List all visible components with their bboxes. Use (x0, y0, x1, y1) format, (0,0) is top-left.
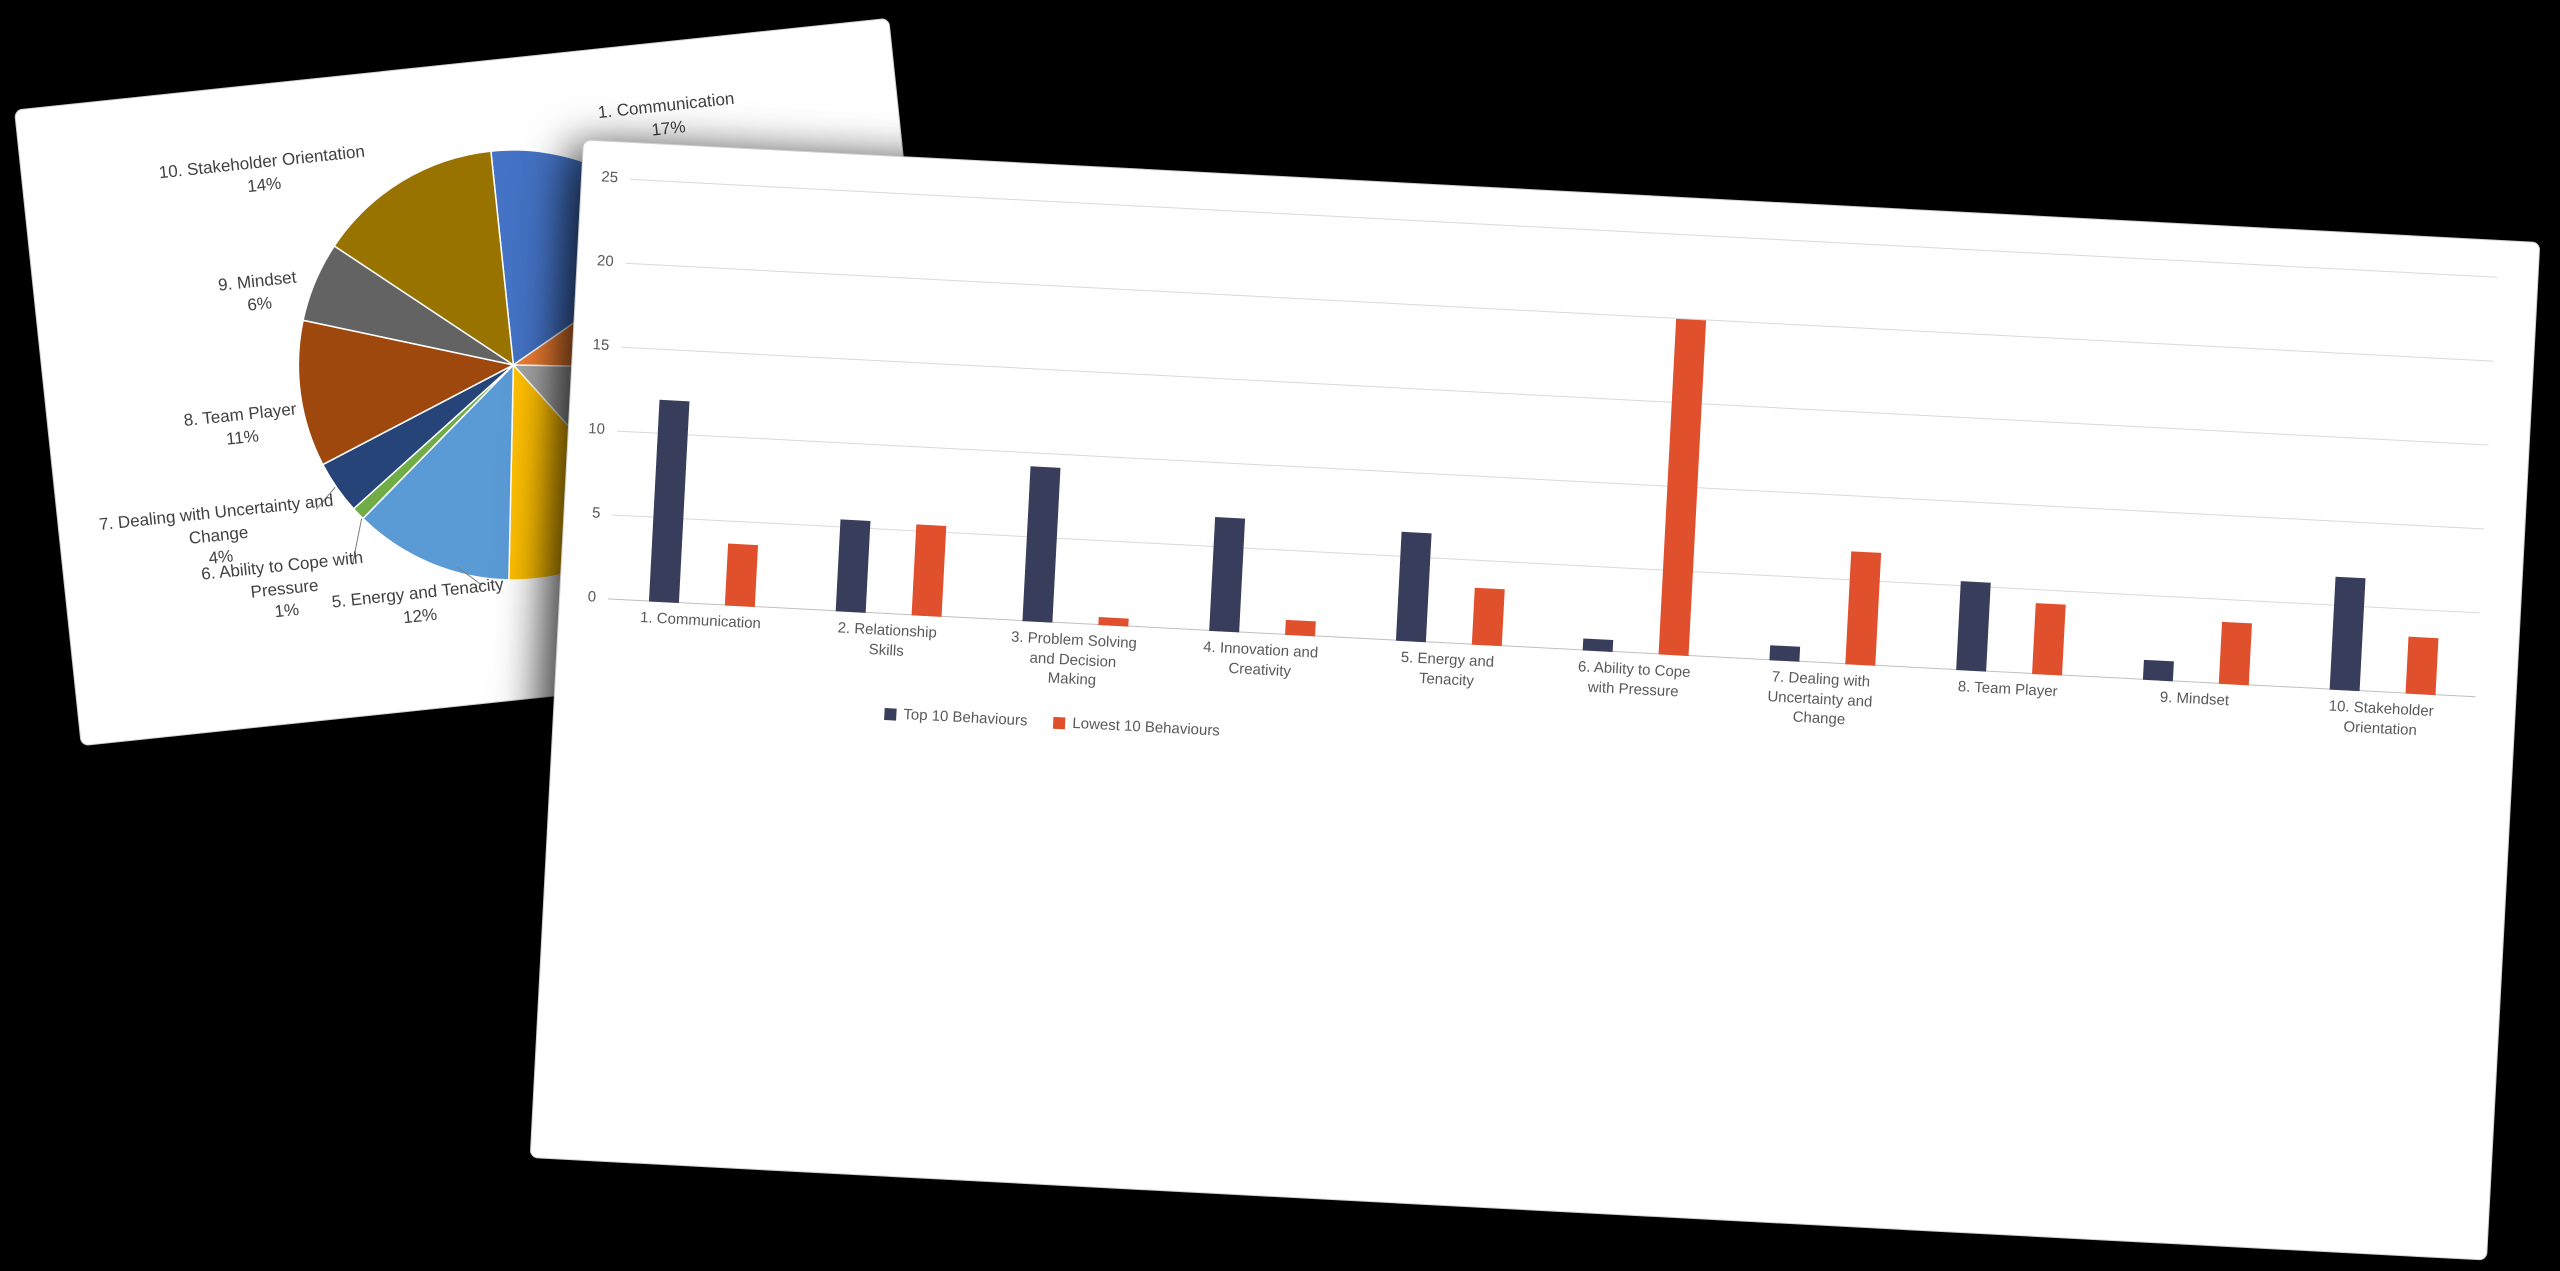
top10-bar-2 (835, 518, 870, 613)
top10-bar-6 (1582, 638, 1613, 652)
lowest10-bar-9 (2218, 621, 2252, 686)
y-axis-tick-label: 25 (600, 168, 619, 187)
x-axis-category-label: 7. Dealing with Uncertainty and Change (1767, 668, 1873, 729)
leader-line (351, 518, 363, 565)
lowest10-bar-4 (1284, 619, 1316, 637)
lowest10-bar-3 (1097, 616, 1129, 627)
gridline (616, 430, 2485, 530)
x-axis-category-label: 8. Team Player (1957, 678, 2058, 701)
pie-slice-5 (361, 363, 515, 581)
top10-bar-10 (2329, 577, 2365, 692)
lowest10-bar-5 (1471, 587, 1505, 647)
y-axis-tick-label: 15 (592, 336, 610, 355)
gridline (612, 514, 2480, 614)
gridline (621, 346, 2489, 446)
top10-bar-8 (1955, 581, 1991, 672)
top10-bar-7 (1768, 645, 1800, 662)
x-axis-category-label: 5. Energy and Tenacity (1400, 648, 1495, 690)
x-axis-category-label: 3. Problem Solving and Decision Making (1010, 628, 1138, 689)
plot-area (607, 178, 2498, 698)
pie-slice-8 (297, 319, 516, 466)
x-axis-category-label: 2. Relationship Skills (837, 619, 938, 660)
legend-swatch (884, 707, 897, 721)
legend-swatch (1053, 716, 1066, 729)
pie-slice-10 (333, 150, 515, 367)
leader-line (316, 486, 336, 510)
gridline (629, 178, 2498, 278)
leader-line (456, 566, 483, 586)
y-axis-tick-label: 10 (587, 420, 606, 438)
top10-bar-3 (1021, 466, 1060, 623)
lowest10-bar-1 (724, 543, 758, 608)
x-axis-category-label: 6. Ability to Cope with Pressure (1577, 658, 1691, 700)
lowest10-bar-8 (2031, 603, 2066, 676)
x-axis-category-label: 10. Stakeholder Orientation (2328, 697, 2435, 739)
gridline (625, 262, 2494, 362)
y-axis-tick-label: 5 (591, 504, 601, 522)
top10-bar-1 (648, 400, 689, 604)
bar-chart-page: 0 5 10 15 20 25 1. Communication 2. Relationsh… (529, 139, 2541, 1261)
x-axis-category-label: 9. Mindset (2159, 688, 2230, 710)
x-axis-category-label: 4. Innovation and Creativity (1202, 638, 1319, 680)
lowest10-bar-10 (2405, 636, 2438, 696)
top10-bar-9 (2142, 659, 2174, 682)
top10-bar-4 (1208, 516, 1245, 633)
lowest10-bar-7 (1844, 551, 1881, 666)
y-axis-tick-label: 0 (587, 588, 597, 606)
top10-bar-5 (1395, 531, 1432, 643)
y-axis-tick-label: 20 (596, 252, 615, 271)
bar-chart: 0 5 10 15 20 25 1. Communication 2. Relationsh… (531, 140, 2540, 1259)
lowest10-bar-2 (911, 524, 946, 617)
x-axis-category-label: 1. Communication (639, 609, 762, 633)
